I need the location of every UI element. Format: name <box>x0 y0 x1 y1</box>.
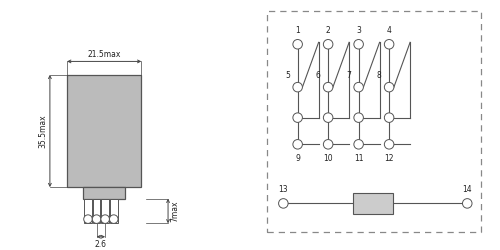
Circle shape <box>92 215 101 224</box>
Circle shape <box>110 215 118 224</box>
Circle shape <box>324 113 333 122</box>
Text: 6: 6 <box>316 70 320 80</box>
Circle shape <box>278 199 288 208</box>
Bar <box>102 199 109 224</box>
Circle shape <box>101 215 110 224</box>
Bar <box>267 11 480 232</box>
Text: 2: 2 <box>326 26 330 35</box>
Circle shape <box>354 113 364 122</box>
Bar <box>353 193 393 214</box>
Circle shape <box>293 40 302 49</box>
Text: 8: 8 <box>376 70 382 80</box>
Text: 3: 3 <box>356 26 361 35</box>
Circle shape <box>293 113 302 122</box>
Bar <box>110 199 118 224</box>
Circle shape <box>324 140 333 149</box>
Text: 4: 4 <box>386 26 392 35</box>
Text: 9: 9 <box>295 154 300 163</box>
Bar <box>84 199 92 224</box>
Text: 10: 10 <box>324 154 333 163</box>
Circle shape <box>384 113 394 122</box>
Text: 5: 5 <box>285 70 290 80</box>
Text: 14: 14 <box>462 185 472 194</box>
Circle shape <box>354 140 364 149</box>
Text: 35.5max: 35.5max <box>38 114 47 148</box>
Bar <box>67 75 142 187</box>
Bar <box>83 187 125 199</box>
Text: 7: 7 <box>346 70 351 80</box>
Circle shape <box>324 40 333 49</box>
Circle shape <box>354 82 364 92</box>
Text: 7max: 7max <box>170 200 179 222</box>
Text: 13: 13 <box>278 185 288 194</box>
Circle shape <box>293 140 302 149</box>
Bar <box>93 199 100 224</box>
Text: 12: 12 <box>384 154 394 163</box>
Circle shape <box>84 215 92 224</box>
Circle shape <box>462 199 472 208</box>
Text: 1: 1 <box>296 26 300 35</box>
Circle shape <box>384 40 394 49</box>
Text: 2.6: 2.6 <box>95 240 107 248</box>
Circle shape <box>324 82 333 92</box>
Circle shape <box>384 140 394 149</box>
Text: 11: 11 <box>354 154 364 163</box>
Circle shape <box>293 82 302 92</box>
Circle shape <box>354 40 364 49</box>
Circle shape <box>384 82 394 92</box>
Text: 21.5max: 21.5max <box>88 50 121 58</box>
